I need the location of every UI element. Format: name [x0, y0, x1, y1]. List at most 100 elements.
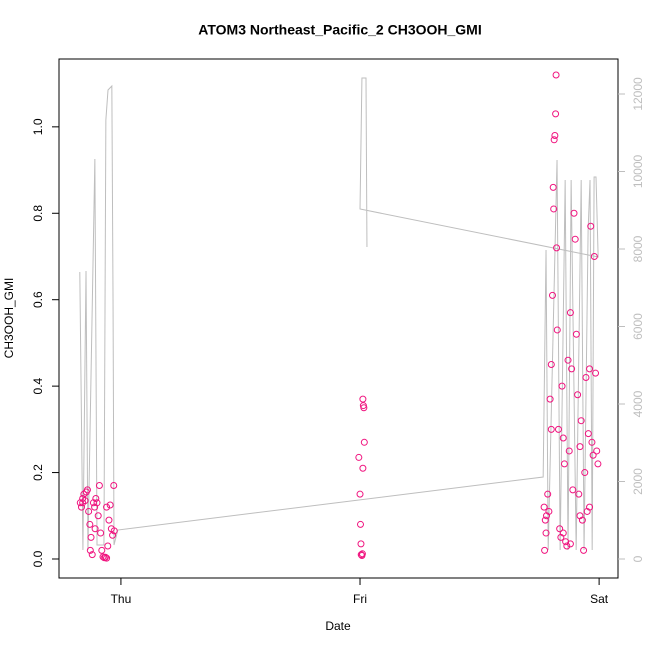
scatter-point [358, 550, 366, 558]
y2-tick-label: 0 [631, 555, 645, 562]
scatter-point [558, 382, 566, 390]
scatter-point [550, 205, 558, 213]
scatter-point [110, 482, 118, 490]
y-tick-label: 0.4 [31, 377, 45, 394]
scatter-point [549, 183, 557, 191]
scatter-point [560, 460, 568, 468]
y2-tick-label: 4000 [631, 390, 645, 417]
scatter-point [587, 222, 595, 230]
scatter-point [578, 516, 586, 524]
scatter-point [359, 464, 367, 472]
scatter-point [91, 525, 99, 533]
scatter-point [360, 404, 368, 412]
scatter-point [80, 490, 88, 498]
x-axis-label: Date [325, 619, 351, 633]
scatter-point [594, 460, 602, 468]
scatter-point [541, 546, 549, 554]
scatter-point [546, 395, 554, 403]
scatter-point [86, 546, 94, 554]
scatter-point [103, 503, 111, 511]
scatter-point [593, 447, 601, 455]
chart-title: ATOM3 Northeast_Pacific_2 CH3OOH_GMI [198, 22, 481, 38]
y-tick-label: 0.0 [31, 550, 45, 567]
x-tick-label: Sat [590, 592, 609, 606]
scatter-point [553, 244, 561, 252]
scatter-point [95, 482, 103, 490]
scatter-point [356, 490, 364, 498]
scatter-point [105, 516, 113, 524]
scatter-point [94, 512, 102, 520]
scatter-point [564, 356, 572, 364]
scatter-point [586, 365, 594, 373]
scatter-point [545, 507, 553, 515]
scatter-point [79, 499, 87, 507]
y2-tick-label: 8000 [631, 235, 645, 262]
scatter-point [81, 497, 89, 505]
scatter-point [552, 110, 560, 118]
scatter-point [541, 516, 549, 524]
scatter-point [569, 486, 577, 494]
scatter-point [559, 529, 567, 537]
plot-frame [58, 58, 619, 579]
scatter-point [563, 542, 571, 550]
scatter-point [553, 326, 561, 334]
scatter-point [98, 546, 106, 554]
scatter-point [589, 451, 597, 459]
scatter-point [103, 554, 111, 562]
scatter-point [79, 494, 87, 502]
scatter-point [580, 546, 588, 554]
scatter-point [92, 494, 100, 502]
scatter-point [87, 533, 95, 541]
scatter-point [359, 395, 367, 403]
scatter-point [77, 503, 85, 511]
scatter-point [97, 529, 105, 537]
y2-tick-label: 6000 [631, 313, 645, 340]
scatter-point [85, 507, 93, 515]
scatter-point [551, 131, 559, 139]
scatter-point [570, 209, 578, 217]
scatter-point [577, 417, 585, 425]
scatter-point [575, 490, 583, 498]
scatter-point [572, 330, 580, 338]
scatter-point [88, 551, 96, 559]
scatter-point [586, 503, 594, 511]
scatter-point [590, 252, 598, 260]
scatter-point [588, 438, 596, 446]
y2-tick-label: 2000 [631, 468, 645, 495]
scatter-point [540, 503, 548, 511]
scatter-point [568, 365, 576, 373]
scatter-point [581, 469, 589, 477]
scatter-point [547, 361, 555, 369]
scatter-point [584, 430, 592, 438]
x-tick-label: Fri [353, 592, 367, 606]
y-tick-label: 0.6 [31, 291, 45, 308]
y-axis-label: CH3OOH_GMI [2, 278, 16, 359]
scatter-point [109, 531, 117, 539]
scatter-point [565, 447, 573, 455]
scatter-point [547, 425, 555, 433]
scatter-point [550, 136, 558, 144]
scatter-point [101, 553, 109, 561]
scatter-point [548, 291, 556, 299]
scatter-point [86, 520, 94, 528]
scatter-point [566, 309, 574, 317]
scatter-point [357, 551, 365, 559]
scatter-point [93, 499, 101, 507]
scatter-point [556, 525, 564, 533]
y2-tick-label: 10000 [631, 154, 645, 188]
scatter-point [554, 425, 562, 433]
scatter-point [571, 235, 579, 243]
scatter-point [559, 434, 567, 442]
scatter-point [357, 540, 365, 548]
y-tick-label: 1.0 [31, 118, 45, 135]
scatter-point [99, 553, 107, 561]
y-tick-label: 0.8 [31, 205, 45, 222]
scatter-point [582, 373, 590, 381]
scatter-point [355, 453, 363, 461]
x-tick-label: Thu [111, 592, 132, 606]
scatter-point [552, 71, 560, 79]
scatter-point [574, 391, 582, 399]
scatter-point [360, 438, 368, 446]
